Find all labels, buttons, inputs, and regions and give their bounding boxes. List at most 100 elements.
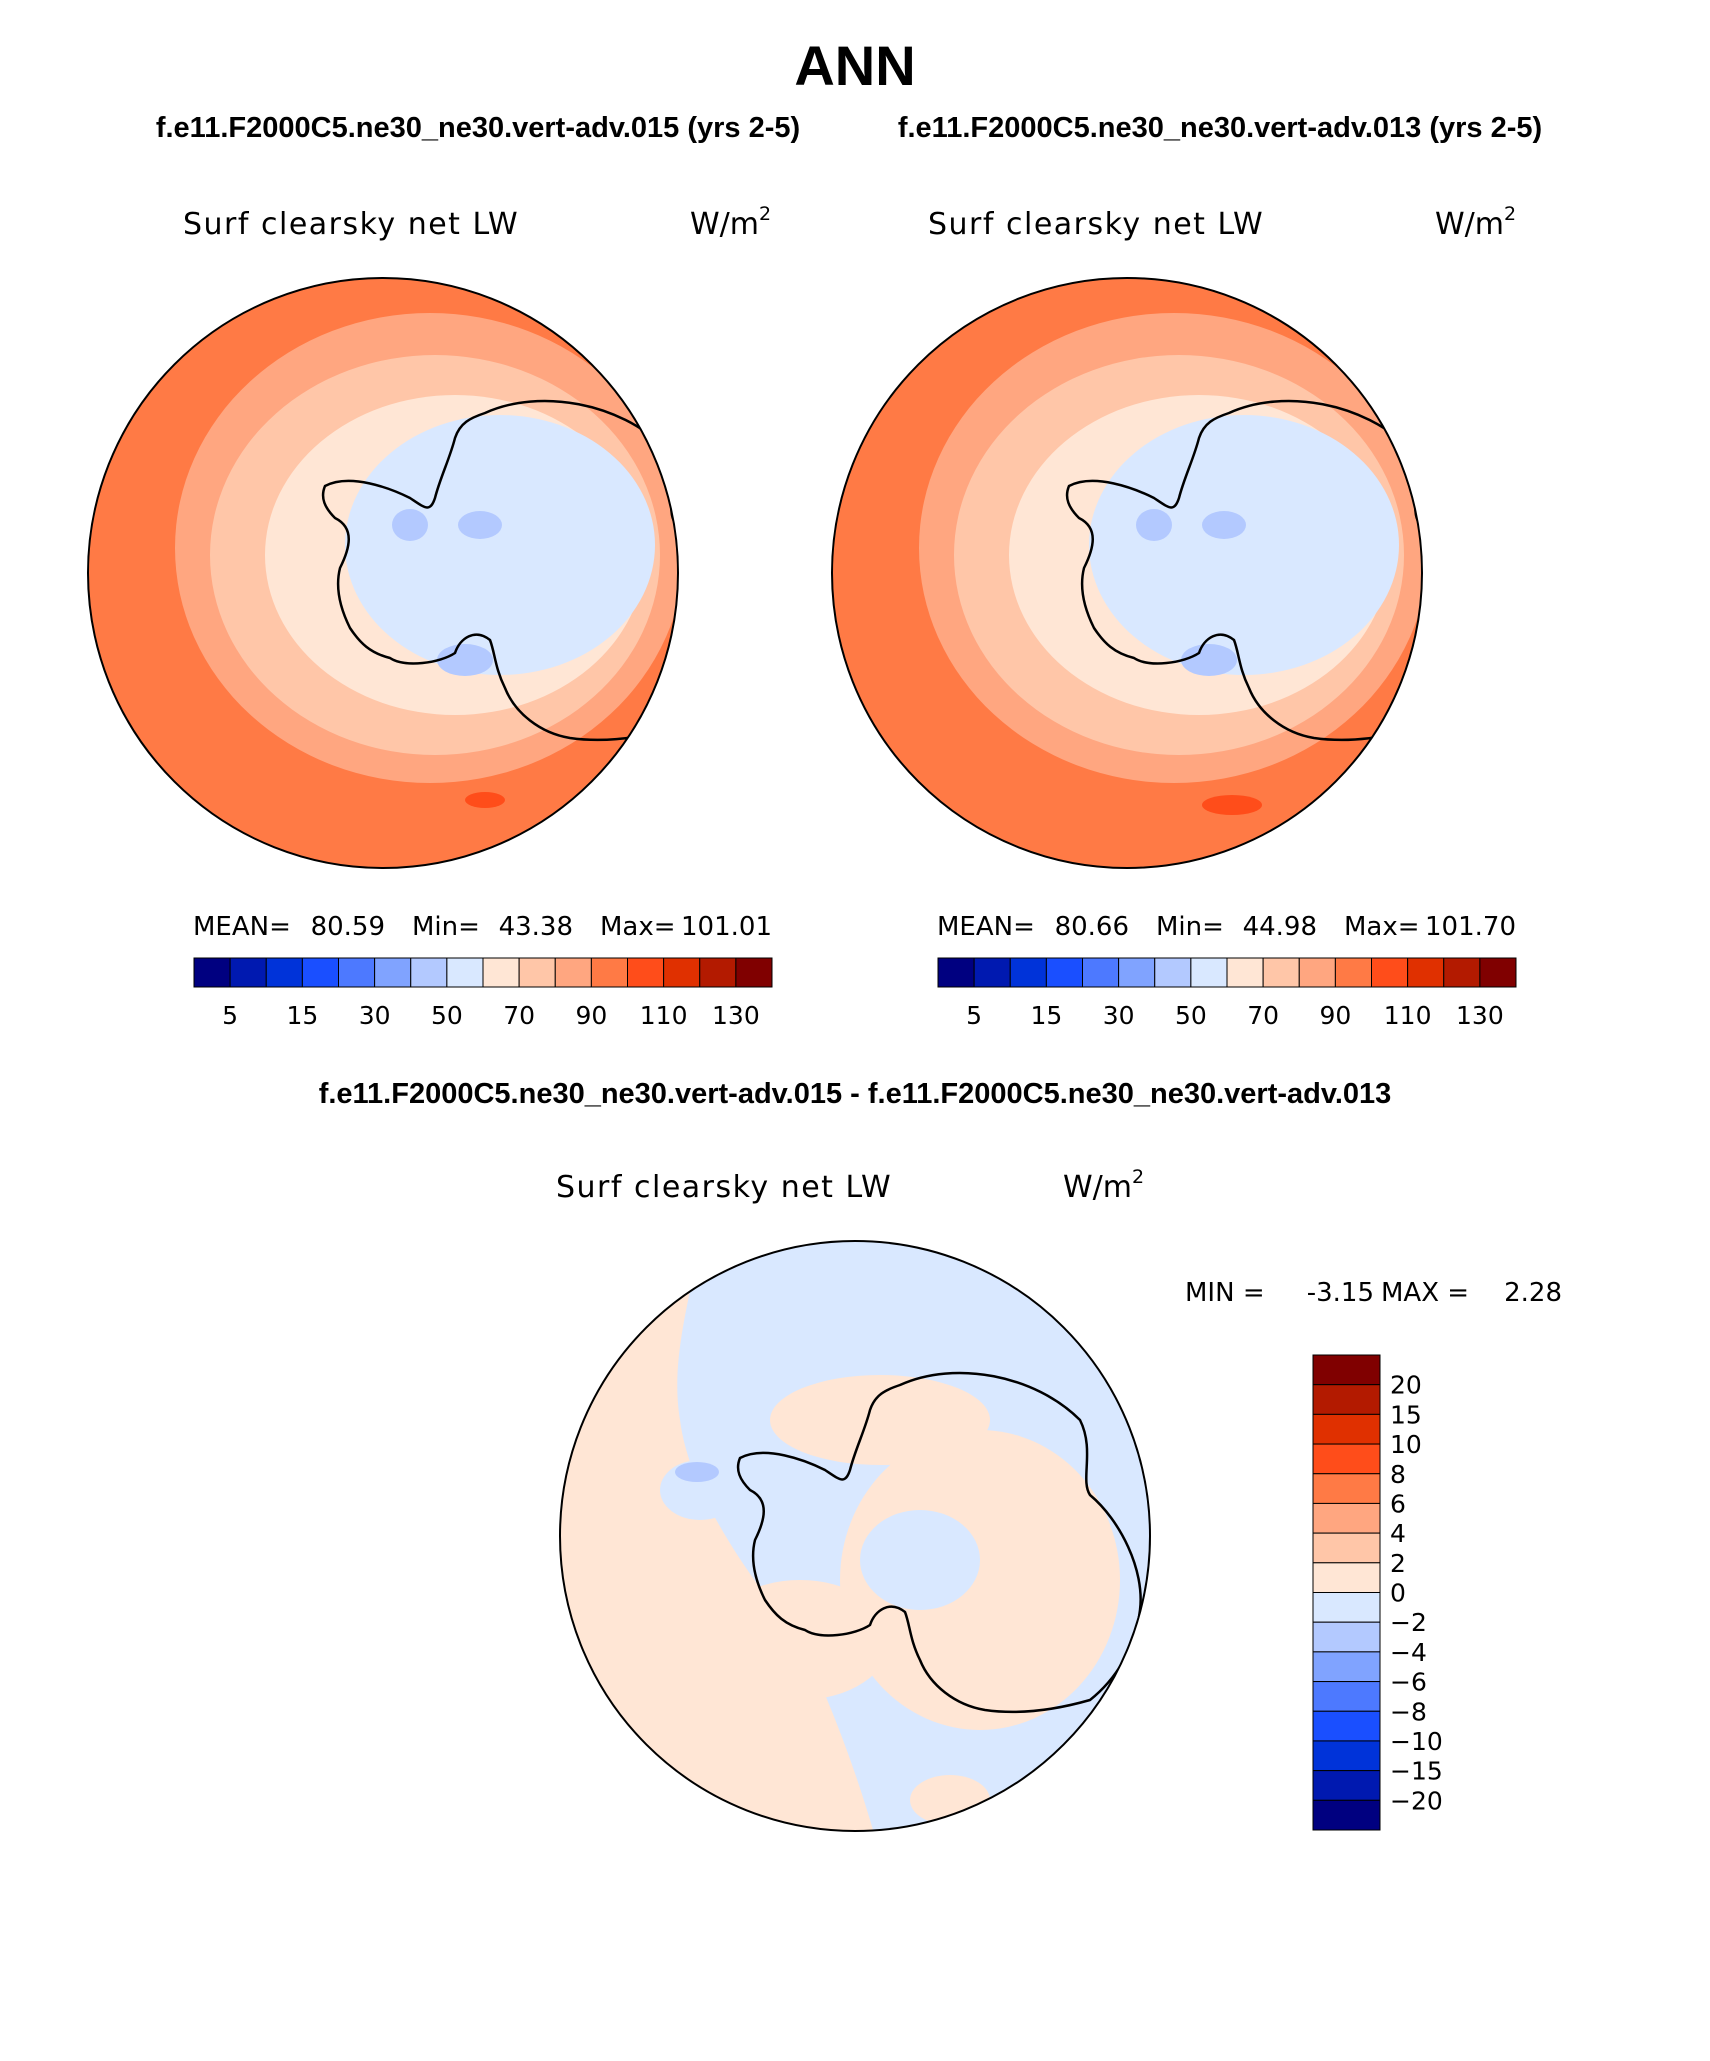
panel-difference: Surf clearsky net LW W/m2 MIN = -3.15 MA…	[556, 1166, 1562, 1832]
colorbar-swatch	[1009, 957, 1047, 988]
colorbar-swatch	[301, 957, 339, 988]
colorbar-swatch	[1298, 957, 1336, 988]
panel-b-variable-label: Surf clearsky net LW	[928, 207, 1264, 242]
panel-a-field-low-blob-1	[458, 511, 502, 539]
colorbar-swatch	[1312, 1799, 1381, 1831]
colorbar-tick-label: 15	[1030, 1001, 1062, 1030]
colorbar-tick-label: −15	[1390, 1757, 1443, 1786]
panel-c-variable-label: Surf clearsky net LW	[556, 1170, 892, 1205]
colorbar-swatch	[1312, 1502, 1381, 1534]
colorbar-tick-label: 5	[966, 1001, 982, 1030]
colorbar-tick-label: 6	[1390, 1489, 1406, 1518]
colorbar-tick-label: 130	[1456, 1001, 1504, 1030]
panel-a-max-value: 101.01	[681, 912, 772, 942]
panel-b-colorbar: 5 15 30 50 70 90 110 130	[937, 957, 1517, 1030]
panel-b-mean-value: 80.66	[1055, 912, 1129, 942]
colorbar-swatch	[1312, 1621, 1381, 1653]
panel-c-map-border	[559, 1240, 1151, 1832]
panel-c-max-value: 2.28	[1504, 1278, 1562, 1308]
panel-a-units-label: W/m2	[690, 203, 771, 242]
panel-b-field-low-blob-1	[1202, 511, 1246, 539]
panel-a-field-low-blob-3	[437, 644, 493, 676]
panel-a-mean-label: MEAN=	[193, 912, 291, 942]
panel-b-units-exponent: 2	[1504, 203, 1516, 225]
colorbar-swatch	[518, 957, 556, 988]
panel-c-min-value: -3.15	[1307, 1278, 1374, 1308]
panel-c-field-north-pos	[770, 1375, 990, 1465]
panel-a-units-exponent: 2	[759, 203, 771, 225]
colorbar-swatch	[1312, 1473, 1381, 1504]
panel-a-min-value: 43.38	[499, 912, 573, 942]
colorbar-swatch	[1312, 1443, 1381, 1475]
panel-b-map-border	[831, 277, 1423, 869]
panel-c-map	[560, 1241, 1150, 1831]
panel-b-min-value: 44.98	[1243, 912, 1317, 942]
colorbar-tick-label: 20	[1390, 1371, 1422, 1400]
panel-b-field-low-blob-2	[1136, 509, 1172, 541]
colorbar-swatch	[1118, 957, 1156, 988]
colorbar-swatch	[1407, 957, 1445, 988]
panel-b-max-value: 101.70	[1425, 912, 1516, 942]
colorbar-tick-label: −2	[1390, 1608, 1427, 1637]
diff-label: f.e11.F2000C5.ne30_ne30.vert-adv.015 - f…	[319, 1078, 1392, 1110]
colorbar-swatch	[1045, 957, 1083, 988]
colorbar-swatch	[590, 957, 628, 988]
colorbar-swatch	[1312, 1651, 1381, 1683]
colorbar-swatch	[338, 957, 376, 988]
panel-c-units-exponent: 2	[1132, 1166, 1144, 1188]
colorbar-swatch	[1312, 1384, 1381, 1415]
colorbar-swatch	[1226, 957, 1264, 988]
colorbar-swatch	[1479, 957, 1517, 988]
colorbar-swatch	[1334, 957, 1372, 988]
panel-b-map	[832, 278, 1422, 868]
colorbar-tick-label: 70	[1247, 1001, 1279, 1030]
colorbar-tick-label: 130	[712, 1001, 760, 1030]
panel-a-mean-value: 80.59	[311, 912, 385, 942]
colorbar-swatch	[1190, 957, 1228, 988]
colorbar-tick-label: −10	[1390, 1727, 1443, 1756]
colorbar-swatch	[1154, 957, 1192, 988]
colorbar-swatch	[663, 957, 701, 988]
panel-a-variable-label: Surf clearsky net LW	[183, 207, 519, 242]
panel-a-field-low-blob-2	[392, 509, 428, 541]
panel-a-colorbar: 5 15 30 50 70 90 110 130	[193, 957, 773, 1030]
panel-b-min-label: Min=	[1156, 912, 1224, 942]
colorbar-swatch	[1312, 1770, 1381, 1801]
panel-c-field-neg-1	[860, 1510, 980, 1610]
panel-a-field-interior-60	[345, 415, 655, 675]
colorbar-tick-label: 110	[1384, 1001, 1432, 1030]
colorbar-tick-label: −20	[1390, 1786, 1443, 1815]
panel-a-max-label: Max=	[600, 912, 676, 942]
colorbar-tick-label: −4	[1390, 1638, 1427, 1667]
colorbar-tick-label: 0	[1390, 1579, 1406, 1608]
panel-c-units-text: W/m	[1063, 1170, 1132, 1205]
panel-b-field-interior-60	[1089, 415, 1399, 675]
panel-c-field-east-pos	[840, 1430, 1120, 1730]
panel-b-field-high-blob	[1202, 795, 1262, 815]
colorbar-swatch	[1312, 1354, 1381, 1386]
colorbar-swatch	[699, 957, 737, 988]
colorbar-swatch	[374, 957, 412, 988]
panel-a-min-label: Min=	[412, 912, 480, 942]
panel-b-units-text: W/m	[1435, 207, 1504, 242]
colorbar-tick-label: 15	[286, 1001, 318, 1030]
colorbar-swatch	[1312, 1592, 1381, 1623]
colorbar-tick-label: 8	[1390, 1460, 1406, 1489]
case-a-label: f.e11.F2000C5.ne30_ne30.vert-adv.015 (yr…	[156, 112, 800, 144]
panel-b-max-label: Max=	[1344, 912, 1420, 942]
panel-c-units-label: W/m2	[1063, 1166, 1144, 1205]
colorbar-tick-label: 30	[1103, 1001, 1135, 1030]
colorbar-swatch	[193, 957, 231, 988]
colorbar-swatch	[1082, 957, 1120, 988]
colorbar-swatch	[229, 957, 267, 988]
colorbar-swatch	[1312, 1710, 1381, 1742]
colorbar-swatch	[937, 957, 975, 988]
panel-c-min-label: MIN =	[1185, 1278, 1265, 1308]
colorbar-swatch	[1312, 1740, 1381, 1772]
colorbar-tick-label: 15	[1390, 1400, 1422, 1429]
colorbar-tick-label: 2	[1390, 1549, 1406, 1578]
colorbar-swatch	[410, 957, 448, 988]
colorbar-swatch	[1312, 1413, 1381, 1445]
colorbar-swatch	[973, 957, 1011, 988]
